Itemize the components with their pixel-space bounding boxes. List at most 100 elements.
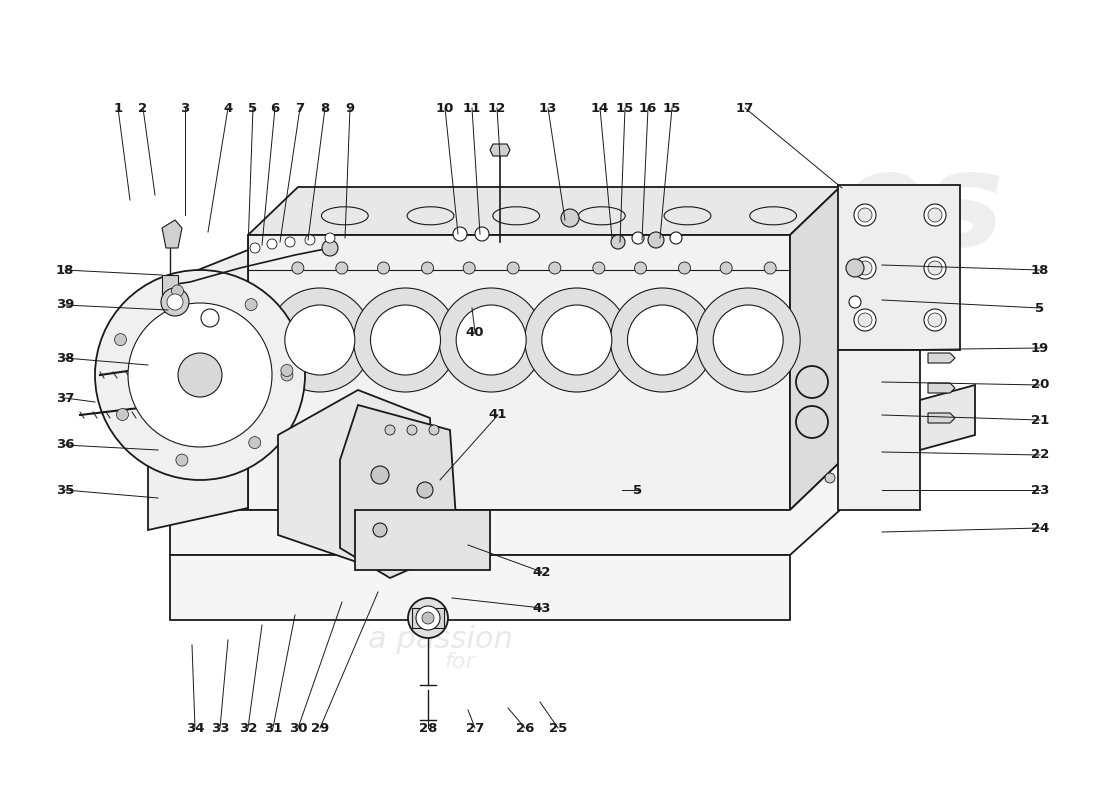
Polygon shape xyxy=(170,555,790,620)
Circle shape xyxy=(95,270,305,480)
Circle shape xyxy=(161,288,189,316)
Polygon shape xyxy=(170,462,840,555)
Circle shape xyxy=(285,305,355,375)
Circle shape xyxy=(117,409,129,421)
Circle shape xyxy=(176,454,188,466)
Circle shape xyxy=(928,313,942,327)
Text: 28: 28 xyxy=(419,722,437,734)
Circle shape xyxy=(561,209,579,227)
Polygon shape xyxy=(278,390,434,570)
Circle shape xyxy=(670,232,682,244)
Circle shape xyxy=(280,365,293,377)
Polygon shape xyxy=(355,510,490,570)
Circle shape xyxy=(128,303,272,447)
Circle shape xyxy=(285,237,295,247)
Polygon shape xyxy=(148,250,248,530)
Text: 6: 6 xyxy=(271,102,279,114)
Text: 24: 24 xyxy=(1031,522,1049,534)
Circle shape xyxy=(377,262,389,274)
Text: 5: 5 xyxy=(1035,302,1045,314)
Text: for: for xyxy=(444,652,475,672)
Polygon shape xyxy=(928,353,955,363)
Circle shape xyxy=(336,262,348,274)
Polygon shape xyxy=(162,220,182,248)
Text: 43: 43 xyxy=(532,602,551,614)
Circle shape xyxy=(713,305,783,375)
Text: 27: 27 xyxy=(466,722,484,734)
Text: 7: 7 xyxy=(296,102,305,114)
Circle shape xyxy=(453,227,468,241)
Polygon shape xyxy=(162,275,178,295)
Polygon shape xyxy=(928,413,955,423)
Text: 42: 42 xyxy=(532,566,551,578)
Circle shape xyxy=(858,313,872,327)
Text: 1: 1 xyxy=(113,102,122,114)
Circle shape xyxy=(371,466,389,484)
Circle shape xyxy=(825,473,835,483)
Polygon shape xyxy=(340,405,458,578)
Circle shape xyxy=(525,288,629,392)
Circle shape xyxy=(416,606,440,630)
Circle shape xyxy=(417,482,433,498)
Text: 14: 14 xyxy=(591,102,609,114)
Circle shape xyxy=(632,232,644,244)
Text: 16: 16 xyxy=(639,102,657,114)
Circle shape xyxy=(324,233,336,243)
Text: 30: 30 xyxy=(288,722,307,734)
Circle shape xyxy=(167,294,183,310)
Circle shape xyxy=(854,257,876,279)
Circle shape xyxy=(854,309,876,331)
Circle shape xyxy=(267,239,277,249)
Text: 26: 26 xyxy=(516,722,535,734)
Text: 4: 4 xyxy=(223,102,232,114)
Circle shape xyxy=(846,259,864,277)
Text: 8: 8 xyxy=(320,102,330,114)
Polygon shape xyxy=(490,144,510,156)
Text: a passion: a passion xyxy=(367,626,513,654)
Text: 19: 19 xyxy=(1031,342,1049,354)
Circle shape xyxy=(305,235,315,245)
Text: 25: 25 xyxy=(549,722,568,734)
Circle shape xyxy=(542,305,612,375)
Text: 41: 41 xyxy=(488,409,507,422)
Text: 11: 11 xyxy=(463,102,481,114)
Circle shape xyxy=(429,425,439,435)
Circle shape xyxy=(696,288,800,392)
Polygon shape xyxy=(838,350,920,510)
Circle shape xyxy=(627,305,697,375)
Circle shape xyxy=(610,235,625,249)
Circle shape xyxy=(720,262,733,274)
Polygon shape xyxy=(248,187,840,235)
Circle shape xyxy=(245,298,257,310)
Circle shape xyxy=(280,369,293,381)
Text: 31: 31 xyxy=(264,722,283,734)
Polygon shape xyxy=(838,185,960,350)
Circle shape xyxy=(924,257,946,279)
Text: 10: 10 xyxy=(436,102,454,114)
Polygon shape xyxy=(412,608,444,628)
Text: 2: 2 xyxy=(139,102,147,114)
Text: 38: 38 xyxy=(56,351,75,365)
Text: 13: 13 xyxy=(539,102,558,114)
Text: 5: 5 xyxy=(249,102,257,114)
Text: 15: 15 xyxy=(616,102,634,114)
Text: 34: 34 xyxy=(186,722,205,734)
Circle shape xyxy=(679,262,691,274)
Circle shape xyxy=(407,425,417,435)
Circle shape xyxy=(408,598,448,638)
Text: 15: 15 xyxy=(663,102,681,114)
Text: es: es xyxy=(836,146,1004,274)
Circle shape xyxy=(172,285,184,297)
Circle shape xyxy=(610,288,715,392)
Text: 20: 20 xyxy=(1031,378,1049,391)
Circle shape xyxy=(475,227,490,241)
Circle shape xyxy=(764,262,777,274)
Circle shape xyxy=(114,334,126,346)
Text: 9: 9 xyxy=(345,102,354,114)
Circle shape xyxy=(849,296,861,308)
Circle shape xyxy=(593,262,605,274)
Circle shape xyxy=(385,425,395,435)
Text: 18: 18 xyxy=(1031,263,1049,277)
Text: 35: 35 xyxy=(56,483,74,497)
Circle shape xyxy=(648,232,664,248)
